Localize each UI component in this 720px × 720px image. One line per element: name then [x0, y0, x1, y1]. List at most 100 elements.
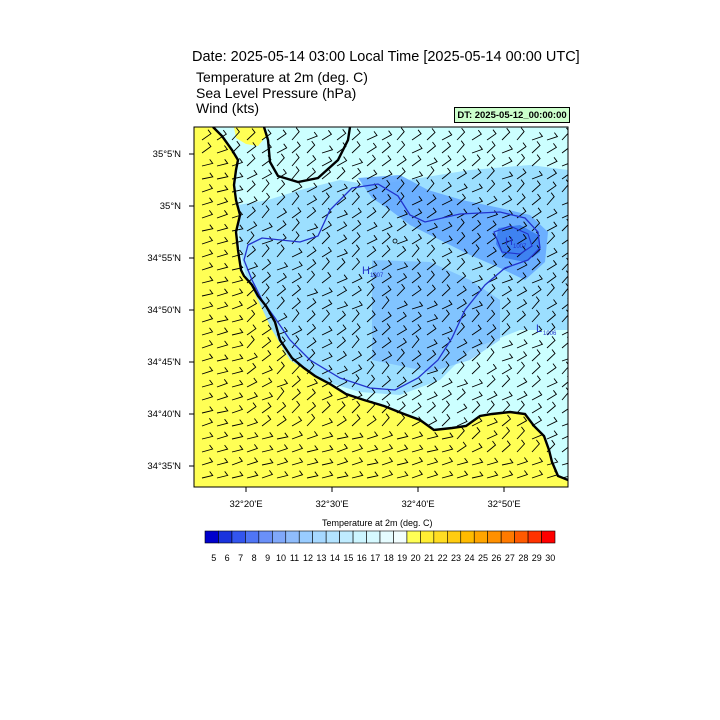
wind-barb [201, 340, 214, 349]
wind-barb [351, 351, 363, 362]
wind-barb [516, 127, 525, 141]
wind-barb [216, 145, 229, 154]
wind-barb [291, 272, 302, 284]
colorbar-label: 9 [265, 553, 270, 563]
wind-barb [201, 471, 214, 479]
wind-barb [456, 441, 467, 453]
wind-barbs [201, 127, 568, 479]
wind-barb [486, 260, 498, 271]
wind-barb [501, 171, 514, 180]
wind-barb [381, 413, 390, 427]
wind-barb [396, 458, 409, 466]
wind-barb [486, 363, 497, 375]
wind-barb [246, 444, 259, 453]
wind-barb [216, 367, 229, 375]
wind-barb [306, 182, 318, 193]
wind-barb [396, 140, 406, 154]
wind-barb [276, 262, 289, 271]
wind-barb [411, 444, 424, 453]
wind-barb [321, 271, 332, 284]
wind-barb [321, 287, 333, 297]
wind-barb [291, 309, 300, 323]
wind-barb [336, 234, 348, 245]
wind-barb [501, 195, 513, 206]
wind-barb [426, 457, 439, 466]
wind-barb [291, 192, 300, 206]
wind-barb [381, 285, 392, 297]
wind-barb [516, 400, 525, 414]
wind-barb [456, 257, 466, 271]
wind-barb [396, 471, 409, 479]
wind-barb [426, 222, 439, 232]
wind-barb [411, 258, 421, 271]
wind-barb [546, 260, 558, 271]
wind-barb [306, 388, 316, 401]
wind-barb [456, 388, 466, 401]
wind-barb [291, 284, 302, 297]
colorbar-label: 30 [545, 553, 555, 563]
wind-barb [291, 325, 303, 336]
wind-barb [276, 415, 287, 427]
wind-barb [441, 258, 452, 271]
wind-barb [426, 391, 438, 401]
wind-barb [456, 127, 466, 141]
wind-barb [441, 337, 452, 349]
wind-barb [561, 402, 568, 414]
wind-barb [216, 392, 229, 401]
wind-barb [231, 456, 244, 466]
wind-barb [501, 309, 511, 323]
wind-barb [396, 235, 409, 245]
wind-barb [471, 416, 483, 427]
wind-barb [216, 431, 229, 440]
wind-barb [366, 154, 377, 167]
wind-barb [201, 418, 214, 427]
wind-barb [336, 221, 348, 232]
wind-barb [546, 132, 559, 141]
wind-barb [276, 129, 287, 141]
wind-barb [321, 401, 331, 414]
wind-barb [411, 311, 422, 323]
wind-barb [231, 405, 244, 414]
wind-barb [501, 414, 512, 427]
colorbar-label: 17 [370, 553, 380, 563]
wind-barb [246, 324, 257, 336]
wind-barb [411, 208, 423, 219]
wind-barb [411, 362, 421, 375]
wind-barb [246, 377, 258, 388]
wind-barb [246, 335, 255, 349]
colorbar-label: 19 [397, 553, 407, 563]
wind-barb [426, 366, 439, 375]
wind-barb [486, 154, 496, 167]
colorbar-swatch [339, 530, 354, 544]
coastline [212, 127, 568, 482]
wind-barb [231, 210, 244, 219]
wind-barb [351, 309, 360, 323]
wind-barb [561, 361, 568, 375]
wind-barb [231, 471, 244, 479]
wind-barb [471, 129, 482, 141]
lat-label: 34°55'N [147, 253, 181, 264]
wind-barb [231, 300, 244, 310]
wind-barb [561, 202, 568, 206]
wind-barb [396, 179, 405, 193]
wind-barb [321, 417, 334, 427]
wind-barb [366, 207, 377, 219]
wind-barb [336, 324, 347, 336]
lon-label: 32°50'E [487, 499, 520, 510]
wind-barb [561, 142, 568, 154]
colorbar-title: Temperature at 2m (deg. C) [322, 518, 433, 528]
wind-barb [321, 458, 334, 466]
wind-barb [426, 416, 438, 427]
wind-barb [366, 131, 378, 141]
wind-barb [396, 390, 408, 401]
wind-barb [351, 128, 361, 141]
wind-barb [561, 179, 568, 193]
wind-barb [456, 457, 469, 466]
wind-barb [396, 167, 406, 180]
wind-barb [306, 223, 319, 232]
wind-barb [336, 336, 347, 349]
colorbar-swatch [218, 530, 233, 544]
pressure-high-west-letter: H [362, 265, 370, 277]
wind-barb [561, 127, 568, 141]
wind-barb [246, 206, 256, 219]
